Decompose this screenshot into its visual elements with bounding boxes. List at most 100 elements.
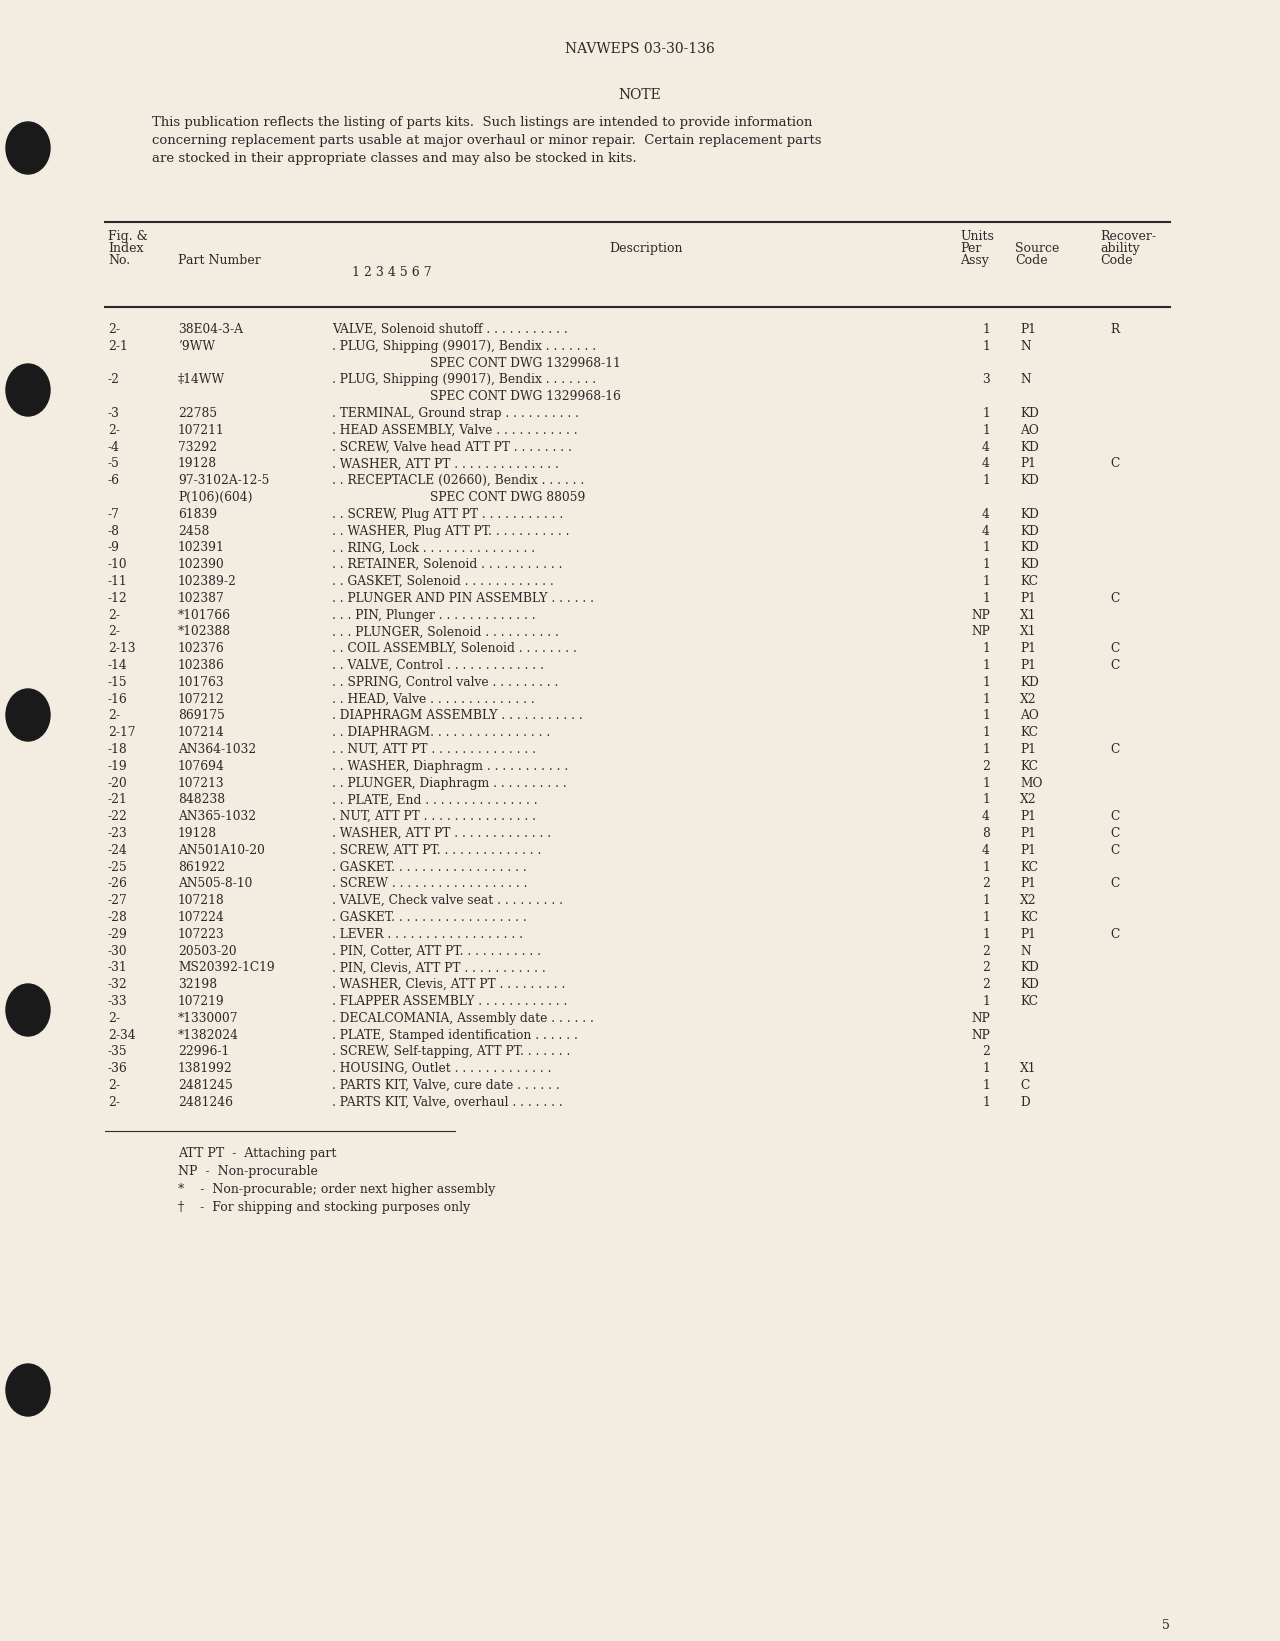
Text: . PARTS KIT, Valve, cure date . . . . . .: . PARTS KIT, Valve, cure date . . . . . … xyxy=(332,1080,559,1091)
Text: C: C xyxy=(1110,811,1119,824)
Text: . . WASHER, Diaphragm . . . . . . . . . . .: . . WASHER, Diaphragm . . . . . . . . . … xyxy=(332,760,568,773)
Text: KD: KD xyxy=(1020,525,1039,538)
Text: *1382024: *1382024 xyxy=(178,1029,239,1042)
Text: C: C xyxy=(1110,927,1119,940)
Text: 107211: 107211 xyxy=(178,423,224,437)
Text: NOTE: NOTE xyxy=(618,89,662,102)
Text: -2: -2 xyxy=(108,374,120,386)
Text: 4: 4 xyxy=(982,458,989,471)
Text: Recover-: Recover- xyxy=(1100,230,1156,243)
Text: This publication reflects the listing of parts kits.  Such listings are intended: This publication reflects the listing of… xyxy=(152,117,813,130)
Text: 97-3102A-12-5: 97-3102A-12-5 xyxy=(178,474,269,487)
Text: KD: KD xyxy=(1020,474,1039,487)
Text: 102386: 102386 xyxy=(178,660,225,673)
Text: Per: Per xyxy=(960,241,982,254)
Text: 4: 4 xyxy=(982,507,989,520)
Text: 2-: 2- xyxy=(108,625,120,638)
Text: -23: -23 xyxy=(108,827,128,840)
Text: -4: -4 xyxy=(108,440,120,453)
Text: P1: P1 xyxy=(1020,660,1036,673)
Text: 107219: 107219 xyxy=(178,994,225,1008)
Text: . . NUT, ATT PT . . . . . . . . . . . . . .: . . NUT, ATT PT . . . . . . . . . . . . … xyxy=(332,743,536,757)
Text: . . HEAD, Valve . . . . . . . . . . . . . .: . . HEAD, Valve . . . . . . . . . . . . … xyxy=(332,693,535,706)
Text: 2458: 2458 xyxy=(178,525,210,538)
Text: 1: 1 xyxy=(982,994,989,1008)
Text: . PLATE, Stamped identification . . . . . .: . PLATE, Stamped identification . . . . … xyxy=(332,1029,577,1042)
Text: 107214: 107214 xyxy=(178,727,225,738)
Text: KD: KD xyxy=(1020,978,1039,991)
Ellipse shape xyxy=(6,985,50,1035)
Text: 2-: 2- xyxy=(108,609,120,622)
Text: -6: -6 xyxy=(108,474,120,487)
Text: -33: -33 xyxy=(108,994,128,1008)
Text: P1: P1 xyxy=(1020,811,1036,824)
Text: Source: Source xyxy=(1015,241,1060,254)
Text: NP  -  Non-procurable: NP - Non-procurable xyxy=(178,1165,317,1178)
Text: -5: -5 xyxy=(108,458,120,471)
Text: 2: 2 xyxy=(982,945,989,958)
Text: -30: -30 xyxy=(108,945,128,958)
Text: 4: 4 xyxy=(982,440,989,453)
Text: Code: Code xyxy=(1100,254,1133,267)
Text: SPEC CONT DWG 1329968-11: SPEC CONT DWG 1329968-11 xyxy=(430,356,621,369)
Text: X1: X1 xyxy=(1020,1062,1037,1075)
Text: N: N xyxy=(1020,374,1030,386)
Text: 2481245: 2481245 xyxy=(178,1080,233,1091)
Text: ’9WW: ’9WW xyxy=(178,340,215,353)
Text: -7: -7 xyxy=(108,507,120,520)
Text: C: C xyxy=(1110,660,1119,673)
Text: . HEAD ASSEMBLY, Valve . . . . . . . . . . .: . HEAD ASSEMBLY, Valve . . . . . . . . .… xyxy=(332,423,577,437)
Text: NP: NP xyxy=(972,1029,989,1042)
Text: X2: X2 xyxy=(1020,894,1037,907)
Text: 8: 8 xyxy=(982,827,989,840)
Text: . WASHER, ATT PT . . . . . . . . . . . . .: . WASHER, ATT PT . . . . . . . . . . . .… xyxy=(332,827,552,840)
Text: 1 2 3 4 5 6 7: 1 2 3 4 5 6 7 xyxy=(352,266,431,279)
Text: ATT PT  -  Attaching part: ATT PT - Attaching part xyxy=(178,1147,337,1160)
Text: 102391: 102391 xyxy=(178,542,225,555)
Text: 2-13: 2-13 xyxy=(108,642,136,655)
Text: -8: -8 xyxy=(108,525,120,538)
Text: 107223: 107223 xyxy=(178,927,225,940)
Text: 2-: 2- xyxy=(108,1012,120,1024)
Text: -10: -10 xyxy=(108,558,128,571)
Text: 107694: 107694 xyxy=(178,760,225,773)
Text: -21: -21 xyxy=(108,793,128,806)
Text: . PLUG, Shipping (99017), Bendix . . . . . . .: . PLUG, Shipping (99017), Bendix . . . .… xyxy=(332,374,596,386)
Text: NAVWEPS 03-30-136: NAVWEPS 03-30-136 xyxy=(566,43,714,56)
Text: . PIN, Cotter, ATT PT. . . . . . . . . . .: . PIN, Cotter, ATT PT. . . . . . . . . .… xyxy=(332,945,541,958)
Text: MO: MO xyxy=(1020,776,1042,789)
Text: AN501A10-20: AN501A10-20 xyxy=(178,843,265,857)
Text: -12: -12 xyxy=(108,592,128,606)
Text: VALVE, Solenoid shutoff . . . . . . . . . . .: VALVE, Solenoid shutoff . . . . . . . . … xyxy=(332,323,568,336)
Text: *1330007: *1330007 xyxy=(178,1012,238,1024)
Text: SPEC CONT DWG 1329968-16: SPEC CONT DWG 1329968-16 xyxy=(430,391,621,404)
Text: 22785: 22785 xyxy=(178,407,218,420)
Text: . . RING, Lock . . . . . . . . . . . . . . .: . . RING, Lock . . . . . . . . . . . . .… xyxy=(332,542,535,555)
Text: . . SCREW, Plug ATT PT . . . . . . . . . . .: . . SCREW, Plug ATT PT . . . . . . . . .… xyxy=(332,507,563,520)
Text: R: R xyxy=(1110,323,1119,336)
Text: . . COIL ASSEMBLY, Solenoid . . . . . . . .: . . COIL ASSEMBLY, Solenoid . . . . . . … xyxy=(332,642,577,655)
Text: P1: P1 xyxy=(1020,743,1036,757)
Text: -28: -28 xyxy=(108,911,128,924)
Text: X2: X2 xyxy=(1020,793,1037,806)
Text: D: D xyxy=(1020,1096,1029,1109)
Text: -14: -14 xyxy=(108,660,128,673)
Text: 1: 1 xyxy=(982,743,989,757)
Text: KD: KD xyxy=(1020,440,1039,453)
Text: 38E04-3-A: 38E04-3-A xyxy=(178,323,243,336)
Text: 32198: 32198 xyxy=(178,978,218,991)
Ellipse shape xyxy=(6,364,50,417)
Text: 20503-20: 20503-20 xyxy=(178,945,237,958)
Text: 848238: 848238 xyxy=(178,793,225,806)
Text: 102376: 102376 xyxy=(178,642,225,655)
Text: 2-34: 2-34 xyxy=(108,1029,136,1042)
Text: . PLUG, Shipping (99017), Bendix . . . . . . .: . PLUG, Shipping (99017), Bendix . . . .… xyxy=(332,340,596,353)
Text: . . PLUNGER AND PIN ASSEMBLY . . . . . .: . . PLUNGER AND PIN ASSEMBLY . . . . . . xyxy=(332,592,594,606)
Text: KD: KD xyxy=(1020,542,1039,555)
Text: . DIAPHRAGM ASSEMBLY . . . . . . . . . . .: . DIAPHRAGM ASSEMBLY . . . . . . . . . .… xyxy=(332,709,582,722)
Text: Fig. &: Fig. & xyxy=(108,230,147,243)
Text: -11: -11 xyxy=(108,574,128,587)
Text: 2-: 2- xyxy=(108,423,120,437)
Text: . FLAPPER ASSEMBLY . . . . . . . . . . . .: . FLAPPER ASSEMBLY . . . . . . . . . . .… xyxy=(332,994,567,1008)
Text: . SCREW, Valve head ATT PT . . . . . . . .: . SCREW, Valve head ATT PT . . . . . . .… xyxy=(332,440,572,453)
